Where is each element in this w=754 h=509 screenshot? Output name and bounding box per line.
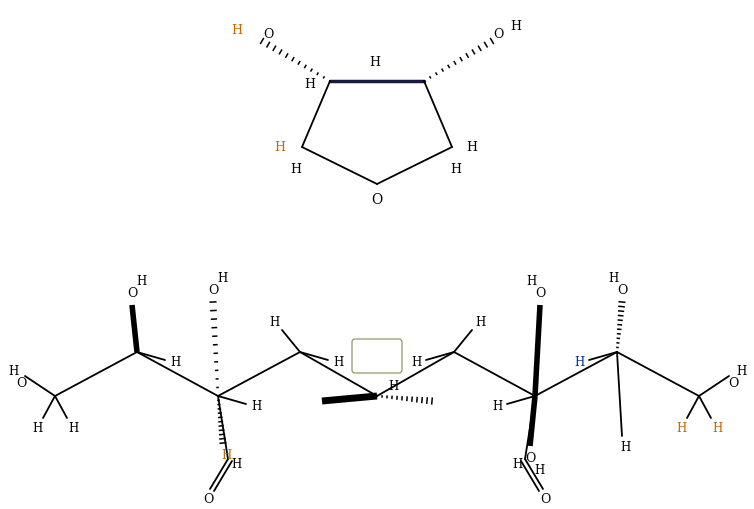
Text: O: O	[263, 29, 273, 41]
Text: H: H	[510, 19, 522, 33]
Text: O: O	[127, 287, 137, 300]
Text: H: H	[534, 464, 544, 476]
Text: H: H	[512, 458, 522, 471]
Text: O: O	[493, 29, 503, 41]
Text: H: H	[8, 365, 18, 378]
Text: H: H	[450, 163, 461, 176]
Text: O: O	[16, 377, 26, 390]
Text: H: H	[251, 400, 261, 413]
Text: H: H	[388, 380, 398, 393]
Text: H: H	[217, 272, 227, 285]
Text: H: H	[369, 55, 381, 68]
Text: Abs: Abs	[367, 352, 387, 361]
Text: O: O	[617, 284, 627, 297]
Text: H: H	[475, 316, 485, 329]
Text: H: H	[608, 272, 618, 285]
Text: H: H	[676, 421, 686, 435]
Text: O: O	[203, 493, 213, 505]
Text: H: H	[574, 356, 584, 369]
Text: H: H	[269, 316, 279, 329]
Text: H: H	[136, 275, 146, 288]
Text: H: H	[526, 275, 536, 288]
Text: H: H	[231, 23, 243, 37]
Text: H: H	[274, 141, 286, 154]
Text: O: O	[535, 287, 545, 300]
Text: H: H	[68, 421, 78, 435]
Text: H: H	[333, 356, 343, 369]
Text: O: O	[372, 192, 382, 207]
Text: H: H	[290, 163, 302, 176]
Text: H: H	[620, 441, 630, 454]
Text: H: H	[305, 77, 315, 90]
Text: H: H	[231, 458, 241, 471]
Text: H: H	[467, 141, 477, 154]
Text: H: H	[170, 356, 180, 369]
Text: H: H	[411, 356, 421, 369]
Text: O: O	[525, 451, 535, 465]
Text: H: H	[492, 400, 502, 413]
Text: O: O	[728, 377, 738, 390]
Text: H: H	[221, 448, 231, 462]
Text: H: H	[736, 365, 746, 378]
FancyBboxPatch shape	[352, 340, 402, 373]
Text: O: O	[540, 493, 550, 505]
Text: H: H	[32, 421, 42, 435]
Text: O: O	[208, 284, 218, 297]
Text: H: H	[712, 421, 722, 435]
